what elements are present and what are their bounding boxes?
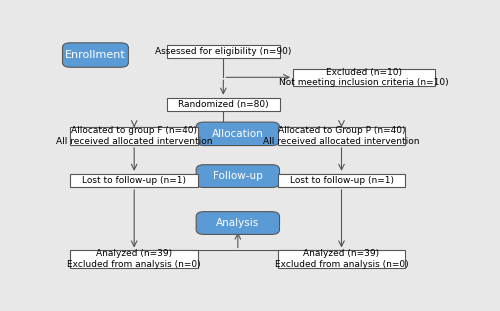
Text: Analyzed (n=39)
Excluded from analysis (n=0): Analyzed (n=39) Excluded from analysis (… bbox=[68, 249, 201, 269]
FancyBboxPatch shape bbox=[196, 165, 280, 188]
Text: Excluded (n=10)
Not meeting inclusion criteria (n=10): Excluded (n=10) Not meeting inclusion cr… bbox=[279, 67, 448, 87]
FancyBboxPatch shape bbox=[62, 43, 128, 67]
FancyBboxPatch shape bbox=[278, 250, 406, 268]
Text: Assessed for eligibility (n=90): Assessed for eligibility (n=90) bbox=[155, 47, 292, 56]
Text: Analysis: Analysis bbox=[216, 218, 260, 228]
FancyBboxPatch shape bbox=[196, 212, 280, 234]
FancyBboxPatch shape bbox=[70, 174, 198, 187]
Text: Lost to follow-up (n=1): Lost to follow-up (n=1) bbox=[82, 176, 186, 185]
FancyBboxPatch shape bbox=[196, 122, 280, 146]
Text: Allocated to Group P (n=40)
All received allocated intervention: Allocated to Group P (n=40) All received… bbox=[264, 126, 420, 146]
FancyBboxPatch shape bbox=[293, 69, 434, 86]
Text: Enrollment: Enrollment bbox=[65, 50, 126, 60]
FancyBboxPatch shape bbox=[70, 127, 198, 145]
Text: Allocated to group F (n=40)
All received allocated intervention: Allocated to group F (n=40) All received… bbox=[56, 126, 212, 146]
Text: Follow-up: Follow-up bbox=[213, 171, 262, 181]
Text: Allocation: Allocation bbox=[212, 129, 264, 139]
Text: Lost to follow-up (n=1): Lost to follow-up (n=1) bbox=[290, 176, 394, 185]
FancyBboxPatch shape bbox=[167, 45, 280, 58]
FancyBboxPatch shape bbox=[278, 174, 406, 187]
Text: Analyzed (n=39)
Excluded from analysis (n=0): Analyzed (n=39) Excluded from analysis (… bbox=[274, 249, 408, 269]
FancyBboxPatch shape bbox=[278, 127, 406, 145]
Text: Randomized (n=80): Randomized (n=80) bbox=[178, 100, 268, 109]
FancyBboxPatch shape bbox=[70, 250, 198, 268]
FancyBboxPatch shape bbox=[167, 98, 280, 111]
